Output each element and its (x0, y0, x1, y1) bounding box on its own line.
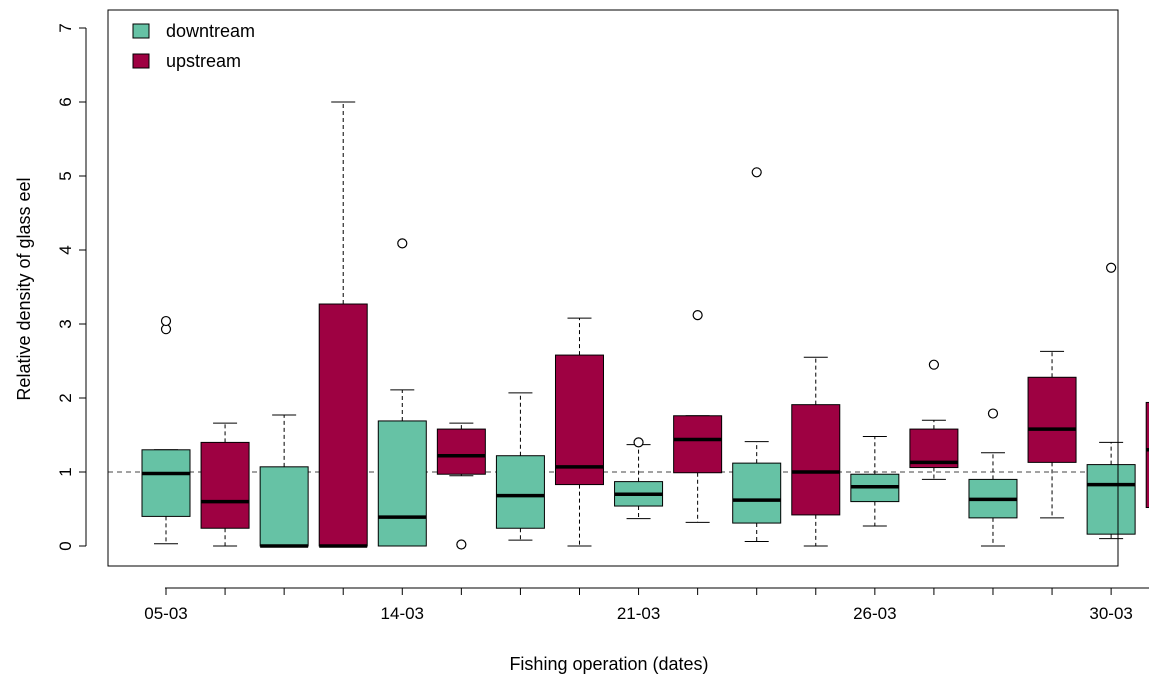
box-upstream-6 (909, 359, 959, 480)
y-tick-label: 3 (56, 319, 75, 328)
outlier-point (751, 167, 762, 178)
box-body (554, 354, 604, 486)
y-axis-title: Relative density of glass eel (14, 177, 34, 400)
box-body (1086, 464, 1136, 535)
x-axis-title: Fishing operation (dates) (509, 654, 708, 674)
outlier-point (928, 359, 940, 370)
y-tick-label: 0 (56, 541, 75, 550)
box-upstream-1 (318, 101, 368, 548)
box-body (141, 449, 191, 517)
box-body (436, 428, 486, 475)
box-downtream-3 (495, 392, 545, 541)
y-tick-label: 5 (56, 171, 75, 180)
box-upstream-5 (791, 356, 841, 547)
legend: downtream upstream (132, 21, 255, 71)
box-body (200, 441, 250, 529)
legend-swatch-upstream (132, 53, 150, 69)
y-tick-label: 7 (56, 23, 75, 32)
box-body (1027, 376, 1077, 463)
box-body (732, 462, 782, 524)
legend-swatch-downtream (132, 23, 150, 39)
x-tick-label: 05-03 (144, 604, 187, 623)
legend-label-upstream: upstream (166, 51, 241, 71)
outlier-point (1106, 262, 1117, 273)
x-tick-label: 21-03 (617, 604, 660, 623)
box-upstream-2 (436, 422, 486, 550)
outlier-point (456, 539, 467, 550)
box-downtream-8 (1086, 262, 1136, 540)
y-tick-label: 1 (56, 467, 75, 476)
box-downtream-7 (968, 408, 1018, 547)
outlier-point (987, 408, 999, 419)
box-upstream-8 (1145, 401, 1149, 509)
plot-frame (107, 9, 1119, 567)
y-tick-label: 6 (56, 97, 75, 106)
y-tick-label: 4 (56, 245, 75, 254)
box-downtream-0 (141, 315, 191, 545)
box-downtream-4 (614, 437, 664, 520)
x-tick-label: 14-03 (381, 604, 424, 623)
x-tick-label: 26-03 (853, 604, 896, 623)
axes-layer: 0123456705-0314-0321-0326-0330-0305-0411… (56, 9, 1149, 623)
outlier-point (397, 238, 408, 249)
box-body (495, 455, 545, 529)
box-body (673, 415, 723, 474)
box-downtream-2 (377, 238, 427, 547)
box-body (1145, 401, 1149, 509)
outlier-point (692, 310, 703, 321)
box-upstream-3 (554, 317, 604, 547)
box-upstream-7 (1027, 350, 1077, 519)
box-downtream-5 (732, 167, 782, 543)
box-upstream-0 (200, 422, 250, 547)
legend-label-downtream: downtream (166, 21, 255, 41)
box-body (791, 404, 841, 516)
y-tick-label: 2 (56, 393, 75, 402)
box-body (377, 420, 427, 547)
box-upstream-4 (673, 310, 723, 523)
boxes-layer (141, 101, 1149, 550)
box-body (259, 466, 309, 547)
x-tick-label: 30-03 (1089, 604, 1132, 623)
outlier-point (633, 437, 644, 448)
outlier-point (160, 315, 172, 327)
box-downtream-1 (259, 414, 309, 548)
box-downtream-6 (850, 435, 900, 527)
box-body (318, 303, 368, 547)
